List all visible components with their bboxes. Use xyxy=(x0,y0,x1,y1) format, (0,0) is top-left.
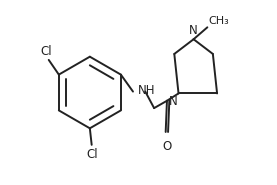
Text: O: O xyxy=(162,140,171,153)
Text: Cl: Cl xyxy=(87,148,98,161)
Text: Cl: Cl xyxy=(40,45,52,58)
Text: N: N xyxy=(189,24,198,37)
Text: N: N xyxy=(169,95,178,108)
Text: NH: NH xyxy=(138,84,155,97)
Text: CH₃: CH₃ xyxy=(208,16,229,26)
